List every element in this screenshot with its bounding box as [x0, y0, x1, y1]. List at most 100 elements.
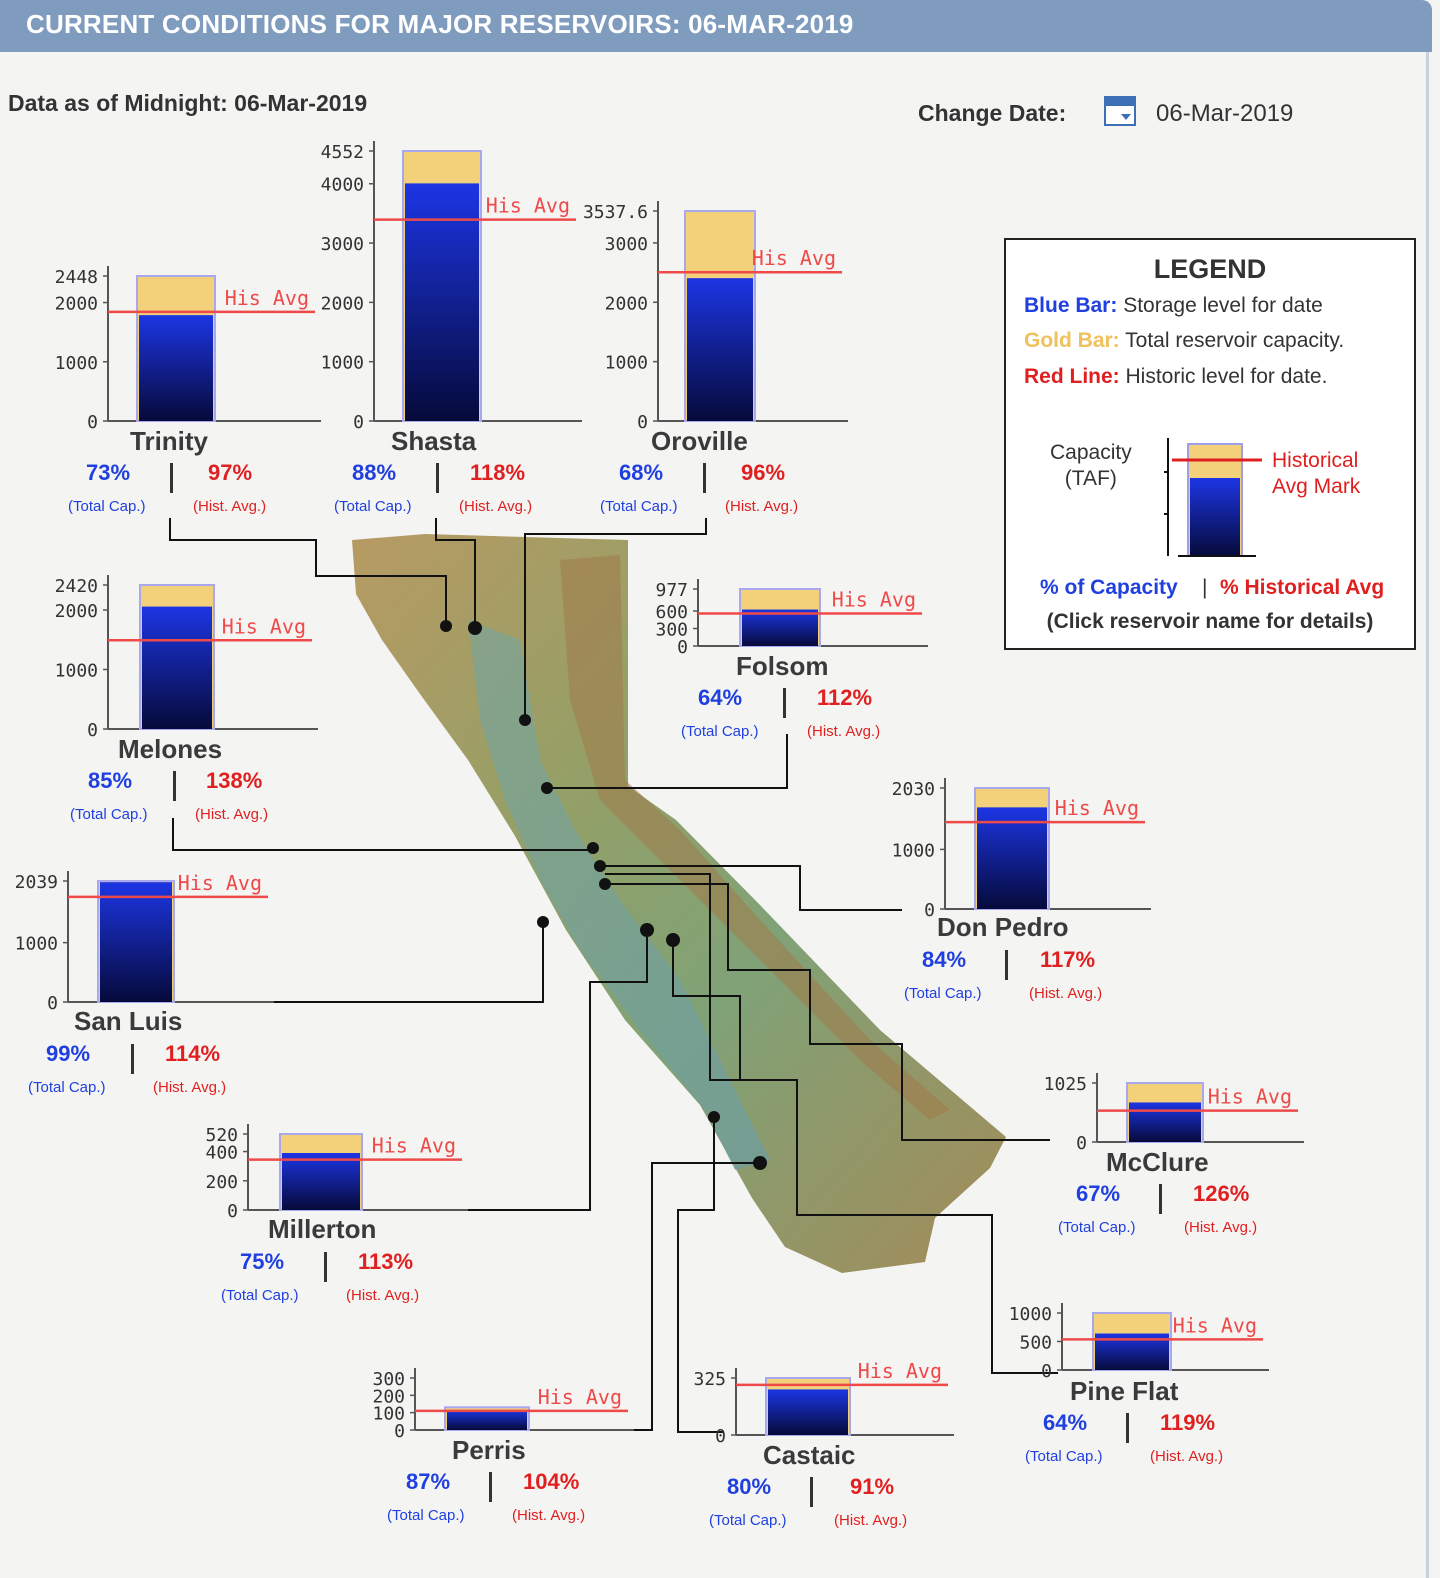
legend-row-blue: Blue Bar: Storage level for date: [1024, 294, 1323, 318]
legend-box: LEGEND Blue Bar: Storage level for date …: [1004, 238, 1416, 650]
hist-avg-label: (Hist. Avg.): [1150, 1448, 1224, 1465]
reservoir-location-dot: [468, 621, 482, 635]
his-avg-label: His Avg: [832, 587, 916, 611]
pct-capacity-shasta: 88%: [352, 460, 397, 485]
reservoir-name-san-luis[interactable]: San Luis: [74, 1006, 183, 1036]
legend-title: LEGEND: [1153, 254, 1267, 284]
total-cap-label: (Total Cap.): [28, 1079, 106, 1096]
legend-hist-line2: Avg Mark: [1272, 475, 1361, 498]
total-cap-label: (Total Cap.): [70, 806, 148, 823]
stat-divider: [173, 771, 176, 801]
pct-capacity-folsom: 64%: [698, 685, 743, 710]
y-tick-label: 0: [715, 1426, 726, 1447]
legend-pct-capacity: % of Capacity: [1040, 576, 1178, 599]
pct-hist-perris: 104%: [523, 1469, 580, 1494]
change-date-value[interactable]: 06-Mar-2019: [1156, 100, 1294, 127]
total-cap-label: (Total Cap.): [904, 985, 982, 1002]
y-tick-label: 3537.6: [583, 202, 648, 223]
pct-capacity-millerton: 75%: [240, 1249, 285, 1274]
reservoir-chart-shasta: 0 1000 2000 3000 4000 4552 His Avg: [321, 141, 582, 433]
y-tick-label: 977: [655, 580, 688, 601]
pct-hist-pine-flat: 119%: [1160, 1410, 1216, 1435]
title-bar: CURRENT CONDITIONS FOR MAJOR RESERVOIRS:…: [0, 0, 1432, 52]
connector-line: [672, 940, 741, 1080]
his-avg-label: His Avg: [538, 1385, 622, 1409]
reservoir-name-millerton[interactable]: Millerton: [268, 1214, 377, 1244]
y-tick-label: 0: [394, 1421, 405, 1442]
his-avg-label: His Avg: [372, 1134, 456, 1158]
reservoir-name-folsom[interactable]: Folsom: [736, 651, 829, 681]
storage-bar: [139, 315, 213, 421]
reservoir-location-dot: [541, 782, 553, 794]
reservoir-name-trinity[interactable]: Trinity: [130, 426, 209, 456]
connector-line: [172, 818, 593, 851]
california-relief-map: [352, 534, 1006, 1273]
reservoir-chart-trinity: 0 1000 2000 2448 His Avg: [55, 266, 321, 433]
pct-capacity-mcclure: 67%: [1076, 1181, 1121, 1206]
y-tick-label: 520: [205, 1125, 238, 1146]
reservoir-name-perris[interactable]: Perris: [452, 1435, 526, 1465]
y-tick-label: 600: [655, 602, 688, 623]
y-tick-label: 3000: [605, 234, 648, 255]
hist-avg-label: (Hist. Avg.): [512, 1507, 586, 1524]
hist-avg-label: (Hist. Avg.): [346, 1287, 420, 1304]
storage-bar: [977, 807, 1047, 909]
y-tick-label: 1000: [55, 353, 98, 374]
reservoir-chart-san-luis: 0 1000 2039 His Avg: [15, 871, 274, 1014]
reservoir-name-pine-flat[interactable]: Pine Flat: [1070, 1376, 1179, 1406]
connector-line: [547, 734, 788, 789]
storage-bar: [742, 609, 818, 646]
hist-avg-label: (Hist. Avg.): [725, 498, 799, 515]
reservoir-location-dot: [440, 620, 452, 632]
change-date-label: Change Date:: [918, 100, 1067, 126]
y-tick-label: 2030: [892, 779, 935, 800]
reservoir-location-dot: [708, 1111, 720, 1123]
reservoir-chart-mcclure: 0 1025 His Avg: [1044, 1073, 1304, 1154]
hist-avg-label: (Hist. Avg.): [193, 498, 267, 515]
pct-capacity-pine-flat: 64%: [1043, 1410, 1088, 1435]
stat-divider: [436, 463, 439, 493]
pct-capacity-don-pedro: 84%: [922, 947, 967, 972]
data-as-of-label: Data as of Midnight: 06-Mar-2019: [8, 90, 368, 116]
y-tick-label: 4552: [321, 142, 364, 163]
reservoir-chart-melones: 0 1000 2000 2420 His Avg: [55, 575, 318, 741]
y-tick-label: 300: [372, 1369, 405, 1390]
his-avg-label: His Avg: [858, 1359, 942, 1383]
storage-bar: [405, 183, 479, 421]
legend-pct-hist: % Historical Avg: [1220, 576, 1385, 599]
y-tick-label: 1000: [55, 660, 98, 681]
reservoir-name-don-pedro[interactable]: Don Pedro: [937, 912, 1069, 942]
stat-divider: [810, 1477, 813, 1507]
reservoir-name-castaic[interactable]: Castaic: [763, 1440, 856, 1470]
legend-historical-label: Historical Avg Mark: [1272, 448, 1360, 500]
stat-divider: [1126, 1413, 1129, 1443]
y-tick-label: 0: [1076, 1133, 1087, 1154]
stat-divider: [324, 1252, 327, 1282]
calendar-icon[interactable]: [1104, 96, 1136, 126]
hist-avg-label: (Hist. Avg.): [1184, 1219, 1258, 1236]
y-tick-label: 1000: [892, 840, 935, 861]
y-tick-label: 0: [87, 412, 98, 433]
reservoir-name-oroville[interactable]: Oroville: [651, 426, 748, 456]
reservoir-location-dot: [519, 714, 531, 726]
pct-hist-melones: 138%: [206, 768, 263, 793]
legend-capacity-line2: (TAF): [1064, 467, 1117, 490]
pct-capacity-melones: 85%: [88, 768, 133, 793]
reservoir-name-melones[interactable]: Melones: [118, 734, 223, 764]
pct-hist-trinity: 97%: [208, 460, 253, 485]
reservoir-location-dot: [599, 878, 611, 890]
his-avg-label: His Avg: [1055, 796, 1139, 820]
y-tick-label: 325: [693, 1369, 726, 1390]
connector-line: [605, 873, 1058, 1374]
his-avg-label: His Avg: [486, 194, 570, 218]
legend-gold-text: Total reservoir capacity.: [1125, 329, 1345, 352]
hist-avg-label: (Hist. Avg.): [459, 498, 533, 515]
his-avg-label: His Avg: [1208, 1085, 1292, 1109]
reservoir-name-mcclure[interactable]: McClure: [1106, 1147, 1209, 1177]
total-cap-label: (Total Cap.): [1058, 1219, 1136, 1236]
reservoir-name-shasta[interactable]: Shasta: [391, 426, 477, 456]
y-tick-label: 2000: [321, 293, 364, 314]
